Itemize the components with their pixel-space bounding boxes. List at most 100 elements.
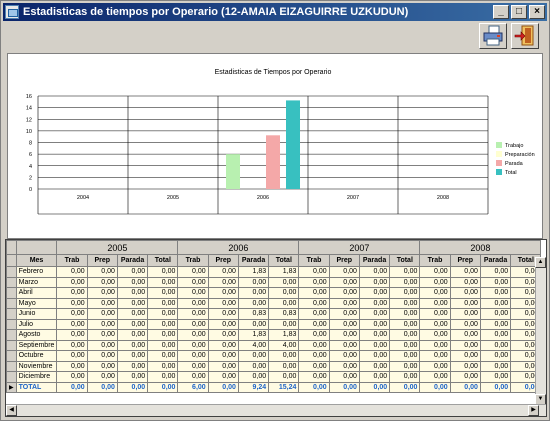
table-row[interactable]: Agosto 0,00 0,00 0,00 0,00 0,00 0,00 1,83 1,83 0,… <box>6 329 542 341</box>
table-row[interactable]: Octubre 0,00 0,00 0,00 0,00 0,00 0,00 0,00 0,00 0… <box>6 350 542 362</box>
value-cell[interactable]: 0,00 <box>389 266 421 278</box>
row-indicator[interactable]: ▶ <box>6 381 17 393</box>
value-cell[interactable]: 0,00 <box>358 381 391 393</box>
value-cell[interactable]: 0,00 <box>56 339 88 351</box>
value-cell[interactable]: 0,00 <box>298 339 330 351</box>
value-cell[interactable]: 0,00 <box>177 318 209 330</box>
value-cell[interactable]: 0,00 <box>237 360 270 372</box>
value-cell[interactable]: 0,00 <box>328 371 360 383</box>
value-cell[interactable]: 0,00 <box>449 381 481 393</box>
value-cell[interactable]: 0,00 <box>358 297 391 309</box>
table-row[interactable]: Abril 0,00 0,00 0,00 0,00 0,00 0,00 0,00 0,00 0,0… <box>6 287 542 299</box>
minimize-button[interactable]: _ <box>493 5 509 19</box>
subcolumn-header[interactable]: Trab <box>56 254 88 267</box>
month-cell[interactable]: TOTAL <box>15 381 58 393</box>
value-cell[interactable]: 0,00 <box>358 350 391 362</box>
value-cell[interactable]: 0,00 <box>449 276 481 288</box>
value-cell[interactable]: 0,00 <box>419 318 451 330</box>
value-cell[interactable]: 0,00 <box>479 350 512 362</box>
value-cell[interactable]: 0,00 <box>389 297 421 309</box>
value-cell[interactable]: 1,83 <box>237 266 270 278</box>
row-indicator[interactable] <box>6 339 17 351</box>
value-cell[interactable]: 0,00 <box>328 329 360 341</box>
value-cell[interactable]: 0,00 <box>207 287 239 299</box>
value-cell[interactable]: 0,00 <box>237 287 270 299</box>
value-cell[interactable]: 0,00 <box>116 287 149 299</box>
value-cell[interactable]: 0,00 <box>207 297 239 309</box>
value-cell[interactable]: 0,00 <box>177 276 209 288</box>
table-row[interactable]: Noviembre 0,00 0,00 0,00 0,00 0,00 0,00 0,00 0,0… <box>6 360 542 372</box>
value-cell[interactable]: 0,00 <box>86 266 118 278</box>
exit-button[interactable] <box>511 23 539 49</box>
value-cell[interactable]: 0,00 <box>268 318 300 330</box>
value-cell[interactable]: 0,00 <box>116 360 149 372</box>
row-indicator[interactable] <box>6 350 17 362</box>
value-cell[interactable]: 0,00 <box>147 266 179 278</box>
value-cell[interactable]: 0,00 <box>56 350 88 362</box>
value-cell[interactable]: 0,00 <box>56 371 88 383</box>
value-cell[interactable]: 0,00 <box>116 381 149 393</box>
value-cell[interactable]: 0,00 <box>479 297 512 309</box>
value-cell[interactable]: 0,00 <box>86 371 118 383</box>
value-cell[interactable]: 0,00 <box>328 350 360 362</box>
value-cell[interactable]: 0,00 <box>207 266 239 278</box>
value-cell[interactable]: 0,00 <box>86 308 118 320</box>
month-cell[interactable]: Septiembre <box>15 339 58 351</box>
close-button[interactable]: × <box>529 5 545 19</box>
value-cell[interactable]: 0,00 <box>207 329 239 341</box>
value-cell[interactable]: 0,00 <box>389 287 421 299</box>
value-cell[interactable]: 0,00 <box>328 297 360 309</box>
value-cell[interactable]: 0,00 <box>298 266 330 278</box>
month-cell[interactable]: Abril <box>15 287 58 299</box>
value-cell[interactable]: 0,00 <box>298 318 330 330</box>
month-cell[interactable]: Febrero <box>15 266 58 278</box>
value-cell[interactable]: 0,00 <box>207 308 239 320</box>
subcolumn-header[interactable]: Prep <box>328 254 360 267</box>
value-cell[interactable]: 0,00 <box>268 360 300 372</box>
table-row[interactable]: Junio 0,00 0,00 0,00 0,00 0,00 0,00 0,83 0,83 0,0… <box>6 308 542 320</box>
value-cell[interactable]: 0,00 <box>389 381 421 393</box>
value-cell[interactable]: 0,00 <box>56 360 88 372</box>
value-cell[interactable]: 0,00 <box>449 308 481 320</box>
value-cell[interactable]: 0,00 <box>147 339 179 351</box>
value-cell[interactable]: 0,00 <box>479 287 512 299</box>
value-cell[interactable]: 0,00 <box>237 350 270 362</box>
value-cell[interactable]: 0,00 <box>419 266 451 278</box>
value-cell[interactable]: 0,00 <box>449 287 481 299</box>
table-row[interactable]: Febrero 0,00 0,00 0,00 0,00 0,00 0,00 1,83 1,83 0… <box>6 266 542 278</box>
subcolumn-header[interactable]: Prep <box>207 254 239 267</box>
value-cell[interactable]: 0,00 <box>358 266 391 278</box>
subcolumn-header[interactable]: Parada <box>237 254 270 267</box>
table-row[interactable]: Mayo 0,00 0,00 0,00 0,00 0,00 0,00 0,00 0,00 0,00… <box>6 297 542 309</box>
row-indicator[interactable] <box>6 308 17 320</box>
value-cell[interactable]: 0,00 <box>56 297 88 309</box>
value-cell[interactable]: 0,00 <box>298 371 330 383</box>
value-cell[interactable]: 6,00 <box>177 381 209 393</box>
value-cell[interactable]: 4,00 <box>268 339 300 351</box>
value-cell[interactable]: 0,83 <box>237 308 270 320</box>
value-cell[interactable]: 0,00 <box>298 329 330 341</box>
value-cell[interactable]: 0,00 <box>328 287 360 299</box>
value-cell[interactable]: 0,00 <box>116 329 149 341</box>
value-cell[interactable]: 0,00 <box>419 297 451 309</box>
value-cell[interactable]: 0,00 <box>358 329 391 341</box>
value-cell[interactable]: 0,00 <box>419 308 451 320</box>
value-cell[interactable]: 0,00 <box>147 360 179 372</box>
value-cell[interactable]: 0,83 <box>268 308 300 320</box>
value-cell[interactable]: 0,00 <box>147 371 179 383</box>
value-cell[interactable]: 0,00 <box>268 276 300 288</box>
value-cell[interactable]: 0,00 <box>116 339 149 351</box>
value-cell[interactable]: 0,00 <box>358 371 391 383</box>
maximize-button[interactable]: □ <box>511 5 527 19</box>
value-cell[interactable]: 0,00 <box>419 350 451 362</box>
value-cell[interactable]: 0,00 <box>328 339 360 351</box>
value-cell[interactable]: 0,00 <box>298 297 330 309</box>
value-cell[interactable]: 1,83 <box>268 266 300 278</box>
value-cell[interactable]: 0,00 <box>419 371 451 383</box>
value-cell[interactable]: 0,00 <box>419 329 451 341</box>
value-cell[interactable]: 0,00 <box>358 360 391 372</box>
value-cell[interactable]: 0,00 <box>479 266 512 278</box>
value-cell[interactable]: 0,00 <box>147 329 179 341</box>
value-cell[interactable]: 1,83 <box>237 329 270 341</box>
value-cell[interactable]: 0,00 <box>56 329 88 341</box>
